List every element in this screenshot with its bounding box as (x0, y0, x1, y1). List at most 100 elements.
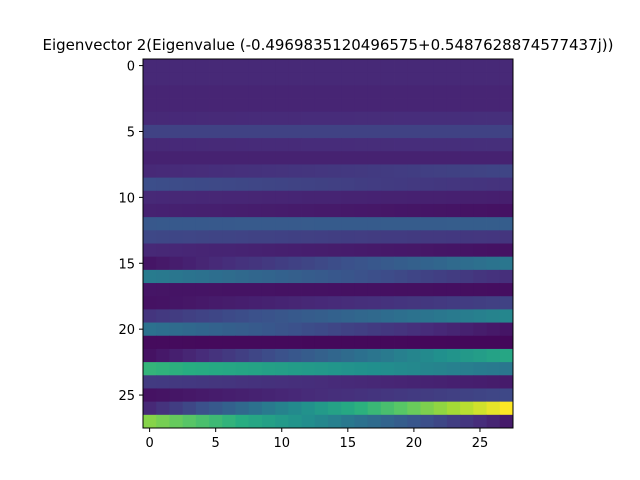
heatmap-cell (301, 190, 316, 205)
heatmap-cell (288, 164, 302, 179)
heatmap-cell (420, 256, 435, 271)
heatmap-cell (380, 256, 395, 271)
heatmap-cell (235, 335, 250, 350)
heatmap-cell (460, 203, 474, 218)
heatmap-cell (261, 98, 276, 113)
heatmap-cell (182, 98, 197, 113)
heatmap-cell (248, 296, 263, 310)
heatmap-cell (486, 151, 501, 165)
heatmap-cell (261, 296, 276, 310)
heatmap-cell (314, 401, 329, 416)
heatmap-cell (261, 243, 276, 258)
heatmap-cell (341, 59, 355, 73)
heatmap-cell (407, 296, 421, 310)
heatmap-cell (182, 203, 197, 218)
heatmap-cell (420, 230, 435, 244)
heatmap-cell (367, 388, 382, 403)
heatmap-cell (235, 256, 250, 271)
heatmap-cell (235, 348, 250, 363)
heatmap-cell (380, 401, 395, 416)
heatmap-cell (143, 243, 157, 258)
heatmap-cell (460, 111, 474, 126)
heatmap-cell (460, 322, 474, 337)
heatmap-cell (341, 348, 355, 363)
heatmap-cell (473, 414, 487, 429)
heatmap-cell (420, 348, 435, 363)
heatmap-cell (394, 72, 408, 86)
heatmap-cell (460, 177, 474, 192)
heatmap-cell (314, 283, 329, 297)
heatmap-cell (354, 375, 369, 389)
heatmap-cell (209, 203, 223, 218)
heatmap-cell (169, 243, 184, 258)
heatmap-cell (394, 296, 408, 310)
heatmap-cell (407, 85, 421, 99)
heatmap-cell (420, 177, 435, 192)
heatmap-cell (248, 111, 263, 126)
heatmap-cell (275, 190, 289, 205)
heatmap-cell (222, 72, 236, 86)
heatmap-cell (460, 190, 474, 205)
heatmap-cell (209, 309, 223, 323)
x-tick-label: 25 (472, 436, 489, 451)
heatmap-cell (261, 322, 276, 337)
heatmap-cell (354, 243, 369, 258)
heatmap-cell (380, 375, 395, 389)
heatmap-cell (209, 190, 223, 205)
heatmap-cell (222, 401, 236, 416)
heatmap-cell (143, 414, 157, 429)
heatmap-cell (301, 362, 316, 376)
heatmap-cell (380, 335, 395, 350)
heatmap-cell (460, 217, 474, 231)
heatmap-cell (156, 124, 170, 139)
heatmap-cell (235, 164, 250, 179)
heatmap-cell (261, 256, 276, 271)
heatmap-cell (222, 111, 236, 126)
heatmap-cell (446, 296, 461, 310)
heatmap-cell (301, 203, 316, 218)
heatmap-cell (407, 362, 421, 376)
heatmap-cell (460, 309, 474, 323)
heatmap-cell (288, 111, 302, 126)
heatmap-cell (261, 59, 276, 73)
heatmap-cell (182, 283, 197, 297)
heatmap-cell (394, 414, 408, 429)
heatmap-cell (407, 256, 421, 271)
heatmap-cell (367, 256, 382, 271)
heatmap-cell (367, 401, 382, 416)
heatmap-cell (328, 322, 342, 337)
heatmap-cell (354, 335, 369, 350)
heatmap-cell (156, 388, 170, 403)
heatmap-cell (288, 217, 302, 231)
heatmap-cell (261, 283, 276, 297)
heatmap-cell (328, 217, 342, 231)
heatmap-cell (156, 151, 170, 165)
heatmap-cell (328, 414, 342, 429)
heatmap-cell (143, 230, 157, 244)
heatmap-cell (433, 72, 448, 86)
heatmap-cell (288, 59, 302, 73)
heatmap-cell (288, 124, 302, 139)
heatmap-cell (328, 124, 342, 139)
heatmap-cell (222, 177, 236, 192)
heatmap-cell (407, 348, 421, 363)
heatmap-cell (486, 217, 501, 231)
heatmap-cell (486, 388, 501, 403)
heatmap-cell (169, 230, 184, 244)
heatmap-cell (143, 151, 157, 165)
heatmap-cell (275, 362, 289, 376)
heatmap-cell (367, 348, 382, 363)
heatmap-cell (380, 59, 395, 73)
heatmap-cell (169, 388, 184, 403)
heatmap-cell (261, 230, 276, 244)
heatmap-cell (156, 243, 170, 258)
heatmap-cell (499, 269, 514, 284)
heatmap-cell (420, 190, 435, 205)
heatmap-cell (195, 230, 210, 244)
heatmap-cell (380, 269, 395, 284)
heatmap-cell (209, 243, 223, 258)
heatmap-cell (195, 151, 210, 165)
heatmap-cell (328, 283, 342, 297)
heatmap-cell (222, 296, 236, 310)
heatmap-cell (143, 375, 157, 389)
